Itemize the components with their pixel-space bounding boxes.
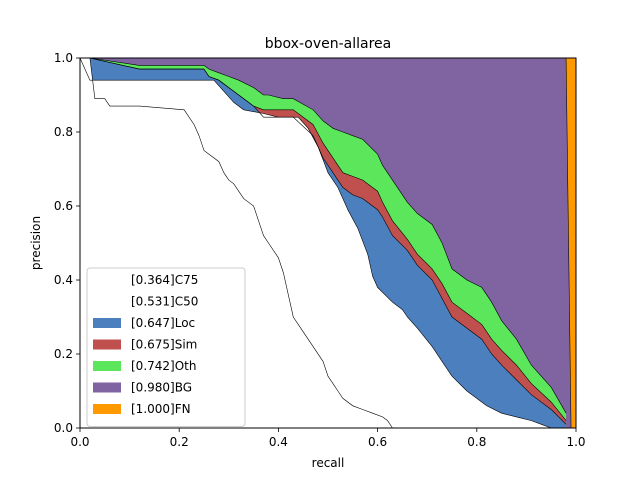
line-c75 — [80, 57, 393, 429]
y-tick-label: 0.6 — [54, 199, 73, 213]
y-tick-label: 0.0 — [54, 421, 73, 435]
x-tick-label: 0.8 — [467, 435, 486, 449]
legend-label-loc: [0.647]Loc — [131, 316, 195, 330]
y-tick-label: 0.8 — [54, 125, 73, 139]
legend-swatch-loc — [93, 318, 121, 328]
x-axis: 0.0 0.2 0.4 0.6 0.8 1.0 — [70, 428, 586, 449]
legend-swatch-oth — [93, 361, 121, 371]
x-tick-label: 0.2 — [170, 435, 189, 449]
line-loc — [80, 57, 567, 425]
legend-swatch-c50 — [93, 296, 121, 307]
x-tick-label: 0.0 — [70, 435, 89, 449]
area-fn — [566, 58, 576, 428]
legend-label-bg: [0.980]BG — [131, 381, 192, 395]
legend-swatch-sim — [93, 339, 121, 350]
legend-label-sim: [0.675]Sim — [131, 338, 197, 352]
line-c50 — [79, 57, 567, 429]
line-oth — [80, 57, 567, 414]
legend-label-oth: [0.742]Oth — [131, 359, 196, 373]
x-axis-label: recall — [312, 456, 345, 470]
x-tick-label: 1.0 — [566, 435, 585, 449]
y-axis: 0.0 0.2 0.4 0.6 0.8 1.0 — [54, 51, 80, 435]
legend-swatch-fn — [93, 404, 121, 414]
legend-swatch-c75 — [93, 275, 121, 285]
y-axis-label: precision — [29, 216, 43, 270]
legend: [0.364]C75 [0.531]C50 [0.647]Loc [0.675]Sim… — [86, 267, 246, 427]
y-tick-label: 1.0 — [54, 51, 73, 65]
y-tick-label: 0.4 — [54, 273, 73, 287]
legend-label-fn: [1.000]FN — [131, 402, 191, 416]
plot-frame — [79, 57, 577, 429]
chart-title: bbox-oven-allarea — [265, 36, 391, 52]
legend-swatch-bg — [93, 382, 121, 393]
y-tick-label: 0.2 — [54, 347, 73, 361]
x-tick-label: 0.4 — [269, 435, 288, 449]
legend-label-c75: [0.364]C75 — [131, 273, 198, 287]
legend-frame — [86, 267, 246, 427]
x-tick-label: 0.6 — [368, 435, 387, 449]
legend-label-c50: [0.531]C50 — [131, 295, 198, 309]
